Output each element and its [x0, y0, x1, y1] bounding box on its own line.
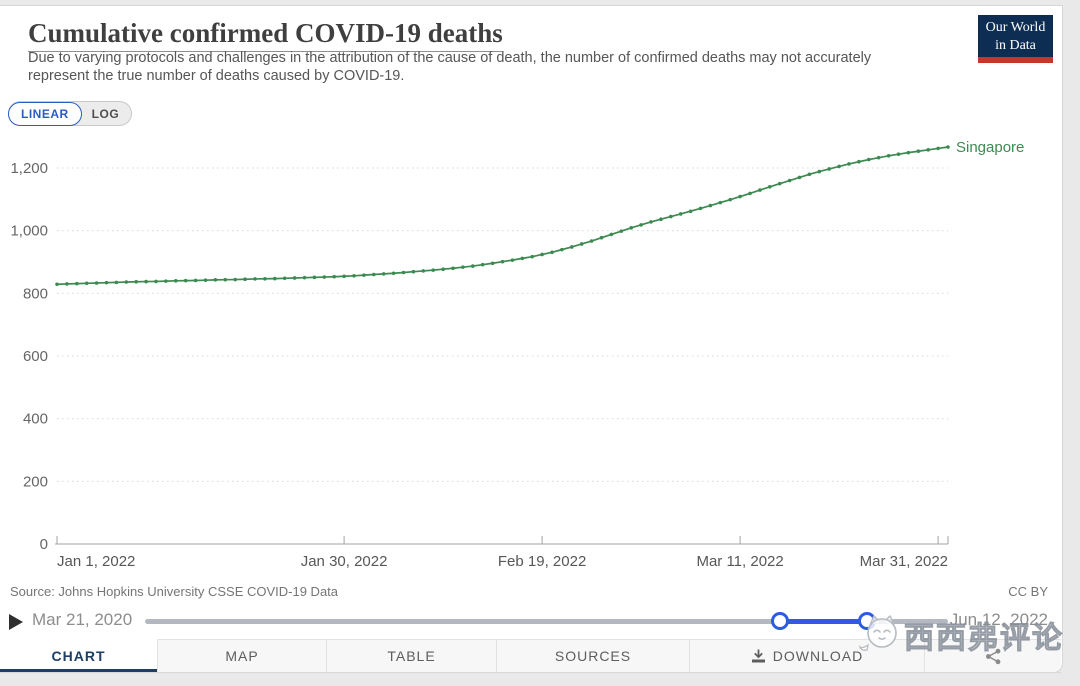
timeline-control: Mar 21, 2020 Jun 12, 2022 [0, 606, 1063, 638]
timeline-slider[interactable] [145, 612, 948, 630]
line-chart[interactable]: 0 200 400 600 800 1,000 1,200 Jan 1, 2022 Jan 30… [0, 131, 1063, 581]
tab-chart[interactable]: CHART [0, 639, 158, 672]
svg-text:800: 800 [23, 285, 48, 302]
owid-logo-red-bar [978, 57, 1053, 63]
tab-share[interactable] [925, 639, 1061, 672]
source-row: Source: Johns Hopkins University CSSE CO… [10, 584, 1050, 599]
tab-map[interactable]: MAP [158, 639, 327, 672]
svg-text:1,200: 1,200 [10, 160, 48, 177]
svg-text:400: 400 [23, 411, 48, 428]
bottom-tab-bar: CHART MAP TABLE SOURCES DOWNLOAD [0, 639, 1061, 673]
svg-text:1,000: 1,000 [10, 223, 48, 240]
svg-text:Mar 11, 2022: Mar 11, 2022 [696, 553, 783, 570]
share-icon [985, 648, 1000, 664]
license-badge[interactable]: CC BY [1008, 584, 1048, 599]
page-title[interactable]: Cumulative confirmed COVID-19 deaths [28, 18, 503, 52]
timeline-end-handle[interactable] [857, 612, 876, 630]
grapher-card: Cumulative confirmed COVID-19 deaths Due… [0, 5, 1063, 673]
scale-toggle: LINEAR LOG [8, 101, 133, 126]
chart-subtitle: Due to varying protocols and challenges … [28, 50, 872, 84]
play-icon[interactable] [9, 614, 23, 630]
owid-logo-line1: Our World [985, 20, 1046, 35]
timeline-start-handle[interactable] [771, 612, 790, 630]
owid-logo-line2: in Data [995, 37, 1036, 53]
svg-text:Feb 19, 2022: Feb 19, 2022 [498, 553, 586, 570]
tab-sources[interactable]: SOURCES [497, 639, 690, 672]
svg-text:600: 600 [23, 348, 48, 365]
svg-text:0: 0 [40, 536, 48, 553]
tab-table[interactable]: TABLE [327, 639, 497, 672]
series-label-singapore: Singapore [956, 139, 1024, 156]
source-text[interactable]: Source: Johns Hopkins University CSSE CO… [10, 584, 339, 599]
owid-logo[interactable]: Our World in Data [978, 15, 1053, 63]
svg-text:Jan 1, 2022: Jan 1, 2022 [57, 553, 135, 570]
timeline-end-date[interactable]: Jun 12, 2022 [949, 610, 1048, 629]
log-scale-button[interactable]: LOG [91, 106, 120, 121]
svg-text:Jan 30, 2022: Jan 30, 2022 [301, 553, 388, 570]
tab-download[interactable]: DOWNLOAD [690, 639, 925, 672]
timeline-selected-range[interactable] [780, 619, 867, 624]
download-icon [751, 649, 765, 663]
svg-text:Mar 31, 2022: Mar 31, 2022 [860, 553, 948, 570]
timeline-start-date[interactable]: Mar 21, 2020 [32, 610, 133, 629]
svg-text:200: 200 [23, 473, 48, 490]
linear-scale-button[interactable]: LINEAR [8, 101, 82, 126]
